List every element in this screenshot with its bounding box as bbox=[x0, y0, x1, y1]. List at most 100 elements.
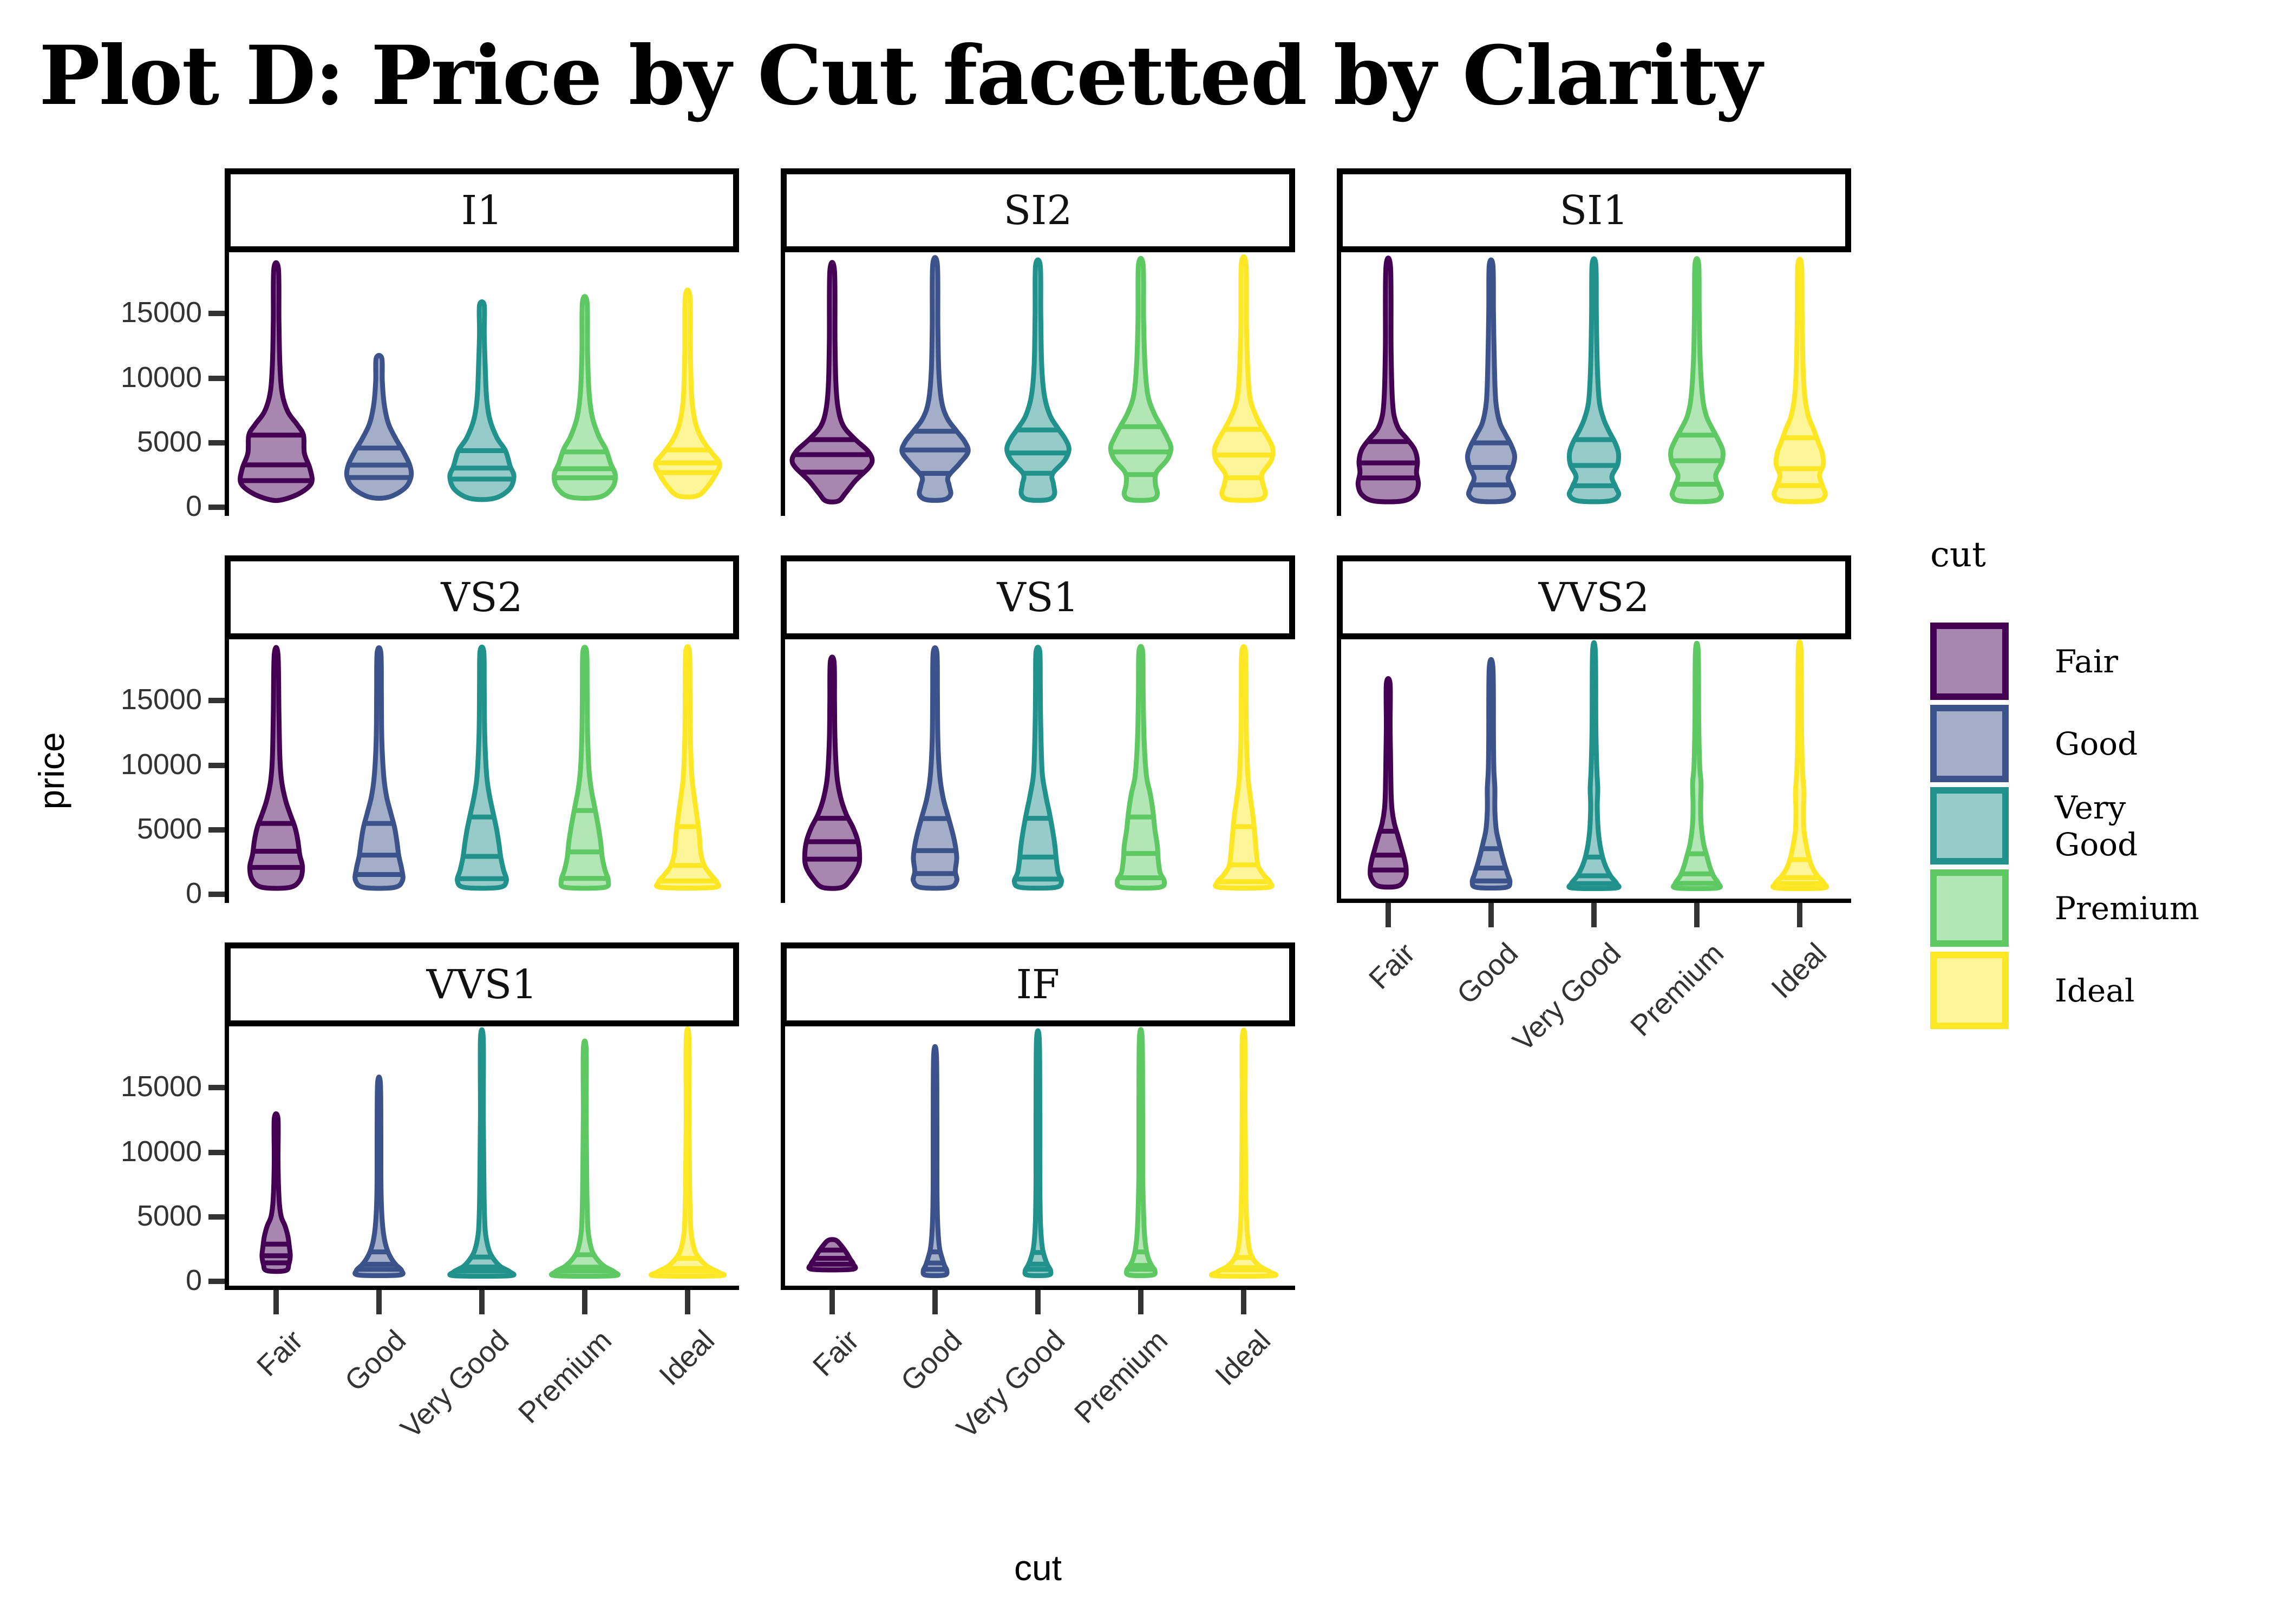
facet-panel-VS2 bbox=[225, 639, 722, 903]
x-tick-label-Premium: Premium bbox=[1624, 937, 1730, 1043]
y-tick-label: 5000 bbox=[136, 1200, 202, 1233]
y-tick-mark bbox=[208, 505, 225, 510]
plot-title: Plot D: Price by Cut facetted by Clarity bbox=[39, 28, 1762, 123]
violin-IF-Very Good bbox=[1022, 1028, 1054, 1279]
facet-panel-SI2 bbox=[781, 252, 1276, 516]
y-tick-mark bbox=[208, 762, 225, 768]
y-tick-mark bbox=[208, 375, 225, 381]
y-tick-label: 10000 bbox=[120, 1135, 202, 1168]
x-tick-mark bbox=[932, 1290, 938, 1314]
violin-VS1-Very Good bbox=[1011, 645, 1064, 891]
violin-I1-Good bbox=[344, 353, 414, 501]
y-tick-label: 15000 bbox=[120, 1070, 202, 1103]
x-tick-label-Fair: Fair bbox=[250, 1324, 310, 1383]
violin-VVS1-Fair bbox=[259, 1111, 293, 1274]
x-axis-title: cut bbox=[1014, 1548, 1062, 1588]
x-tick-label-Good: Good bbox=[338, 1324, 413, 1398]
y-tick-label: 0 bbox=[185, 490, 202, 523]
legend-key-Ideal bbox=[1930, 952, 2009, 1029]
x-tick-mark bbox=[273, 1290, 279, 1314]
y-tick-label: 15000 bbox=[120, 683, 202, 716]
facet-strip-I1: I1 bbox=[225, 168, 739, 252]
x-tick-mark bbox=[479, 1290, 485, 1314]
legend-key-Fair bbox=[1930, 623, 2009, 700]
x-tick-mark bbox=[1138, 1290, 1143, 1314]
x-tick-label-Good: Good bbox=[894, 1324, 969, 1398]
violin-VS2-Ideal bbox=[654, 644, 722, 891]
violin-VVS2-Good bbox=[1469, 657, 1513, 891]
y-tick-label: 10000 bbox=[120, 361, 202, 394]
x-tick-mark bbox=[1694, 903, 1700, 927]
x-tick-label-Premium: Premium bbox=[1068, 1324, 1174, 1430]
violin-VVS1-Premium bbox=[548, 1038, 621, 1279]
violin-VS1-Premium bbox=[1115, 644, 1167, 891]
x-tick-label-Ideal: Ideal bbox=[1765, 937, 1833, 1005]
facet-strip-SI1: SI1 bbox=[1337, 168, 1851, 252]
y-tick-mark bbox=[208, 827, 225, 833]
violin-VS2-Premium bbox=[558, 645, 611, 891]
violin-VS2-Fair bbox=[247, 645, 305, 891]
legend-label: Good bbox=[2055, 725, 2138, 762]
x-tick-mark bbox=[1797, 903, 1802, 927]
violin-VVS1-Ideal bbox=[649, 1026, 727, 1279]
x-tick-mark bbox=[376, 1290, 382, 1314]
violin-VVS2-Premium bbox=[1671, 640, 1723, 892]
y-tick-mark bbox=[208, 1085, 225, 1091]
violin-I1-Fair bbox=[238, 260, 315, 503]
violin-SI2-Ideal bbox=[1212, 254, 1276, 503]
violin-VS2-Very Good bbox=[455, 644, 509, 891]
legend-key-Good bbox=[1930, 705, 2009, 782]
legend-label: Ideal bbox=[2055, 972, 2135, 1009]
violin-VVS1-Very Good bbox=[447, 1027, 517, 1279]
violin-IF-Premium bbox=[1123, 1027, 1158, 1279]
x-tick-label-Premium: Premium bbox=[512, 1324, 618, 1430]
violin-VVS2-Ideal bbox=[1770, 639, 1829, 892]
y-tick-label: 0 bbox=[185, 877, 202, 910]
violin-I1-Ideal bbox=[653, 287, 722, 500]
y-tick-mark bbox=[208, 440, 225, 446]
facet-strip-VVS1: VVS1 bbox=[225, 942, 739, 1026]
y-tick-mark bbox=[208, 1149, 225, 1155]
facet-panel-VVS1 bbox=[225, 1026, 739, 1290]
x-tick-label-Fair: Fair bbox=[806, 1324, 866, 1383]
x-tick-mark bbox=[829, 1290, 835, 1314]
violin-IF-Good bbox=[920, 1044, 950, 1279]
x-tick-mark bbox=[1241, 1290, 1246, 1314]
legend-title: cut bbox=[1930, 535, 1986, 575]
violin-VVS2-Fair bbox=[1368, 676, 1409, 890]
facet-panel-I1 bbox=[225, 252, 722, 516]
facet-strip-VS2: VS2 bbox=[225, 555, 739, 639]
legend-label: Premium bbox=[2055, 889, 2199, 927]
x-tick-mark bbox=[685, 1290, 690, 1314]
x-tick-mark bbox=[1591, 903, 1597, 927]
facet-panel-VVS2 bbox=[1337, 639, 1851, 903]
violin-SI2-Very Good bbox=[1004, 257, 1071, 503]
facet-panel-IF bbox=[781, 1026, 1295, 1290]
facet-strip-VVS2: VVS2 bbox=[1337, 555, 1851, 639]
y-tick-label: 5000 bbox=[136, 425, 202, 459]
y-tick-mark bbox=[208, 698, 225, 704]
x-tick-mark bbox=[1035, 1290, 1041, 1314]
violin-SI1-Ideal bbox=[1772, 257, 1828, 505]
violin-VS1-Good bbox=[911, 645, 959, 891]
x-tick-label-Very-Good: Very Good bbox=[394, 1324, 515, 1445]
legend-key-Very-Good bbox=[1930, 787, 2009, 865]
violin-VS1-Ideal bbox=[1213, 644, 1275, 891]
x-tick-label-Good: Good bbox=[1450, 937, 1525, 1011]
violin-SI1-Premium bbox=[1668, 256, 1726, 505]
violin-IF-Ideal bbox=[1209, 1027, 1278, 1279]
legend-key-Premium bbox=[1930, 869, 2009, 947]
y-tick-label: 15000 bbox=[120, 296, 202, 329]
violin-VVS2-Very Good bbox=[1566, 640, 1622, 892]
violin-SI2-Good bbox=[899, 255, 971, 503]
y-tick-label: 10000 bbox=[120, 748, 202, 781]
violin-VVS1-Good bbox=[352, 1075, 406, 1279]
x-tick-label-Fair: Fair bbox=[1362, 937, 1422, 996]
y-tick-mark bbox=[208, 892, 225, 898]
y-tick-label: 5000 bbox=[136, 813, 202, 846]
x-tick-mark bbox=[1386, 903, 1391, 927]
x-tick-label-Very-Good: Very Good bbox=[1506, 937, 1628, 1058]
x-tick-label-Very-Good: Very Good bbox=[950, 1324, 1071, 1445]
x-tick-mark bbox=[1488, 903, 1494, 927]
